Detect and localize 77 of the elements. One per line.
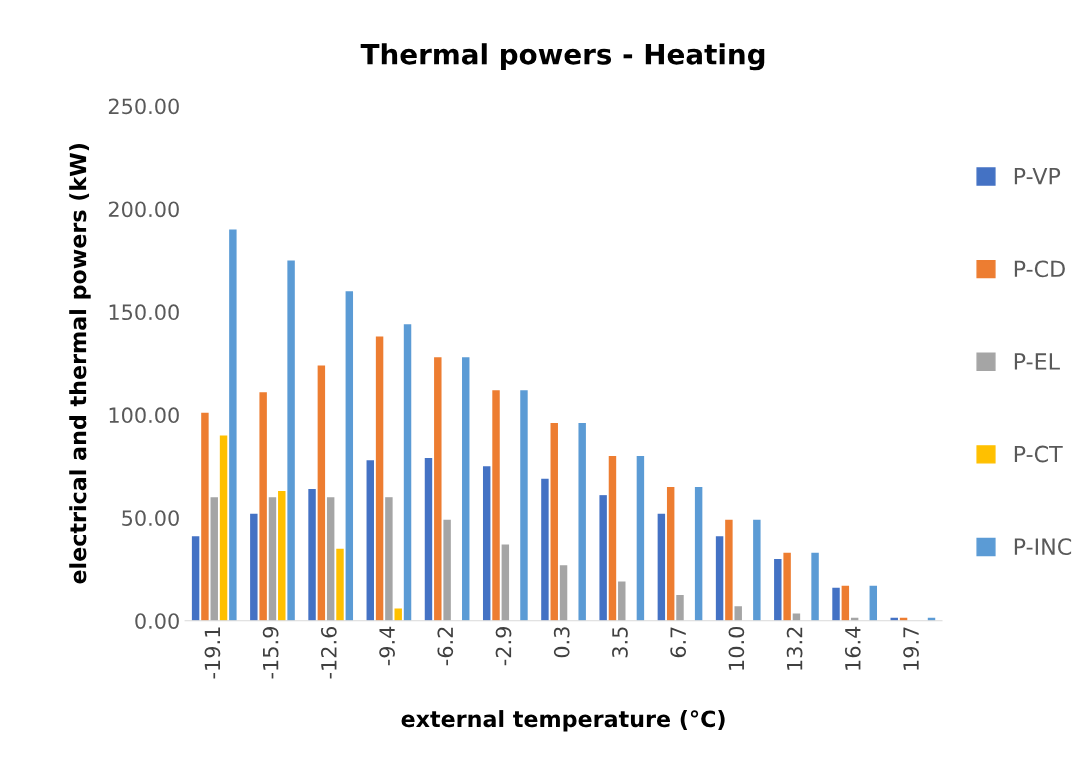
bar — [326, 497, 335, 621]
x-axis-title: external temperature (°C) — [401, 710, 725, 732]
y-tick-label: 200.00 — [108, 201, 179, 218]
legend-label: P-INC — [1014, 538, 1072, 556]
bar — [608, 456, 617, 621]
x-tick-label: -6.2 — [437, 627, 454, 666]
y-tick-label: 250.00 — [108, 98, 179, 115]
bar — [268, 497, 277, 621]
bar — [520, 390, 528, 621]
x-tick-label: -15.9 — [262, 627, 279, 679]
x-tick-label: 6.7 — [670, 627, 687, 658]
bar — [317, 365, 326, 621]
x-tick-label: 16.4 — [844, 626, 861, 670]
bar — [482, 466, 491, 621]
bar — [774, 558, 782, 621]
bar — [229, 229, 237, 621]
x-tick-label: -19.1 — [204, 627, 221, 679]
bar — [336, 548, 344, 621]
bar — [725, 519, 733, 621]
bar — [443, 519, 451, 621]
x-tick-label: 0.3 — [553, 627, 570, 658]
bar — [753, 519, 761, 621]
bar — [618, 581, 626, 621]
bar — [501, 544, 510, 621]
x-tick-label: 10.0 — [728, 626, 745, 670]
x-tick-label: -2.9 — [495, 627, 512, 666]
bar — [811, 552, 819, 621]
legend-label: P-CT — [1014, 445, 1063, 463]
bar — [201, 412, 209, 621]
bar — [308, 488, 316, 621]
bar — [550, 423, 558, 621]
bar — [694, 486, 703, 621]
bar — [869, 585, 878, 621]
bar — [676, 595, 684, 621]
bar — [636, 456, 645, 621]
legend-label: P-VP — [1014, 168, 1061, 185]
bar — [434, 357, 442, 621]
x-tick-label: -9.4 — [379, 626, 395, 666]
bar — [841, 585, 850, 621]
bar — [191, 536, 200, 621]
bar — [559, 565, 568, 621]
bar — [783, 552, 791, 621]
bar — [375, 336, 384, 621]
bar — [734, 606, 742, 621]
bar — [250, 513, 258, 621]
chart-title: Thermal powers - Heating — [360, 43, 765, 71]
bar — [366, 460, 374, 621]
bar — [210, 497, 218, 621]
bar — [278, 491, 286, 621]
bar — [462, 357, 470, 621]
x-tick-label: 13.2 — [786, 627, 803, 670]
y-tick-label: 150.00 — [109, 304, 179, 321]
bar — [832, 587, 840, 621]
bar — [424, 458, 433, 621]
bar — [599, 495, 607, 621]
x-tick-label: 19.7 — [903, 627, 919, 670]
bar — [541, 478, 549, 621]
bar — [578, 423, 586, 621]
bar — [657, 513, 666, 621]
x-tick-label: 3.5 — [612, 627, 628, 658]
bar — [715, 536, 724, 621]
legend-label: P-EL — [1014, 353, 1060, 370]
y-tick-label: 0.00 — [135, 613, 179, 629]
bar — [259, 392, 267, 621]
bar — [287, 260, 295, 621]
bar — [345, 291, 354, 621]
bar — [492, 390, 500, 621]
bar — [666, 486, 675, 621]
y-tick-label: 100.00 — [109, 407, 179, 424]
bar — [394, 608, 402, 621]
y-tick-label: 50.00 — [122, 510, 179, 526]
bar — [385, 497, 393, 621]
y-axis-title: electrical and thermal powers (kW) — [69, 144, 91, 584]
bar — [219, 435, 228, 621]
bar — [403, 324, 412, 621]
x-tick-label: -12.6 — [320, 626, 337, 679]
legend-label: P-CD — [1014, 260, 1065, 278]
